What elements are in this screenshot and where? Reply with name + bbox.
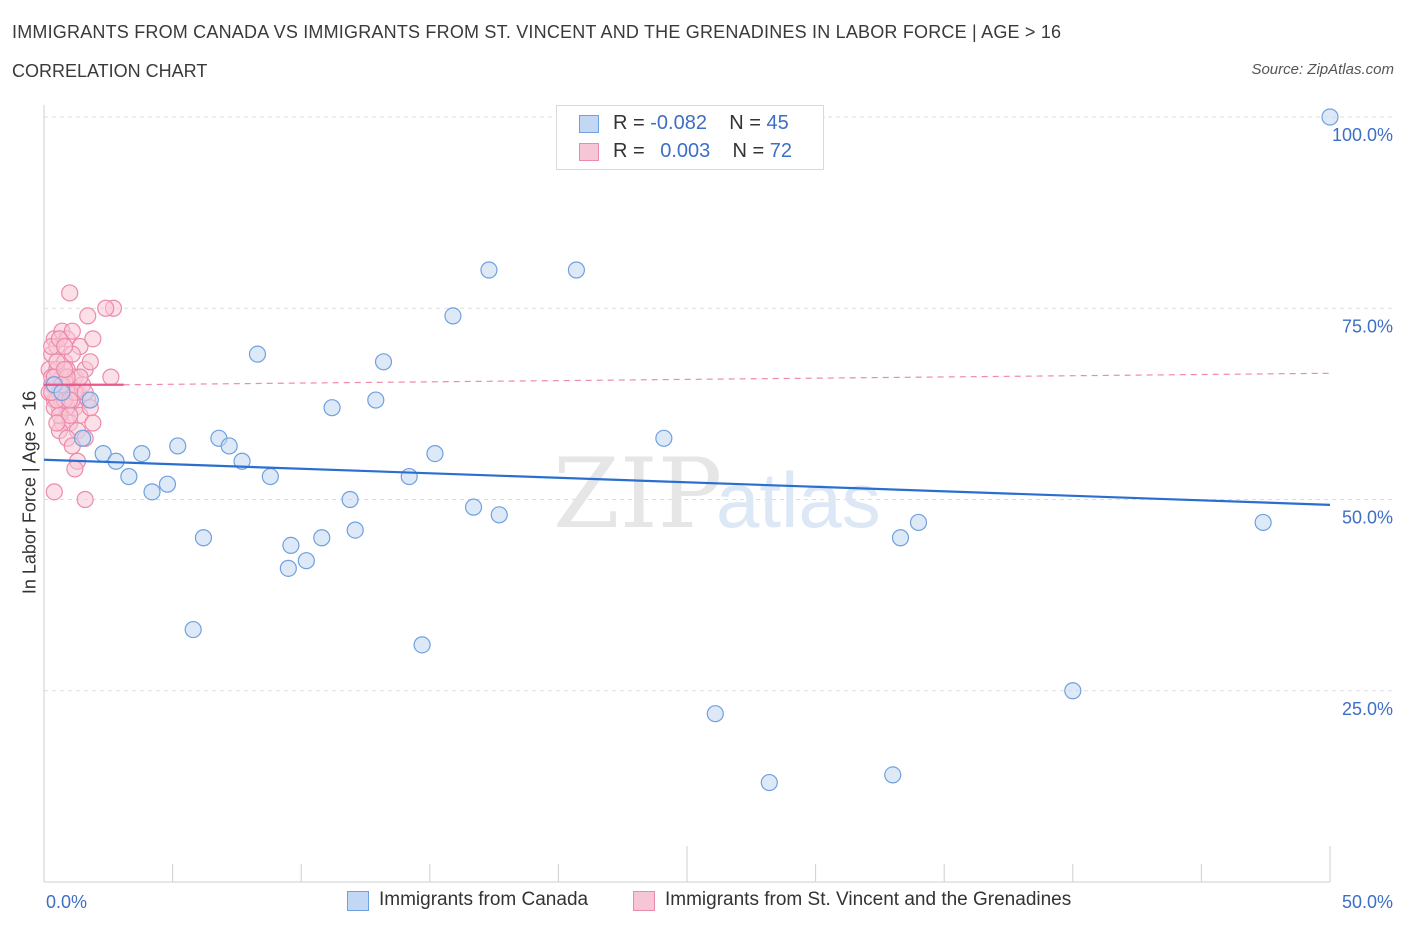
series-stvincent-points xyxy=(40,284,123,509)
point-canada xyxy=(567,261,586,279)
point-stvincent xyxy=(61,284,79,302)
point-stvincent xyxy=(84,330,102,348)
y-tick-label: 100.0% xyxy=(1332,125,1393,145)
point-canada xyxy=(53,383,71,401)
point-canada xyxy=(760,773,778,792)
trend-line-stvincent-dashed xyxy=(123,372,1331,386)
point-canada xyxy=(346,521,364,539)
point-canada xyxy=(143,483,161,501)
point-canada xyxy=(1321,108,1339,126)
point-stvincent xyxy=(55,337,74,356)
legend-n-value: 45 xyxy=(766,112,789,134)
bottom-legend-label-stvincent: Immigrants from St. Vincent and the Gren… xyxy=(665,889,1072,910)
legend-r-value: 0.003 xyxy=(660,140,711,162)
point-stvincent xyxy=(102,368,120,386)
point-canada xyxy=(891,529,910,547)
legend-n-label: N = xyxy=(729,112,761,134)
point-stvincent xyxy=(55,360,74,379)
bottom-legend-swatch-canada xyxy=(347,891,369,911)
point-canada xyxy=(367,391,385,409)
tick-labels: 100.0% 75.0% 50.0% 25.0% 0.0% 50.0% xyxy=(46,125,1393,912)
trend-line-canada xyxy=(43,458,1331,506)
bottom-legend-swatch-stvincent xyxy=(633,891,655,911)
point-canada xyxy=(279,559,297,577)
watermark-atlas: atlas xyxy=(716,456,881,544)
legend-n-label: N = xyxy=(732,140,765,162)
point-stvincent xyxy=(97,299,115,317)
legend-swatch-stvincent xyxy=(579,143,599,161)
chart-subtitle: CORRELATION CHART xyxy=(12,61,208,81)
point-canada xyxy=(706,705,724,723)
point-canada xyxy=(884,766,902,784)
source-credit: Source: ZipAtlas.com xyxy=(1251,61,1394,78)
x-tick-label-max: 50.0% xyxy=(1342,892,1393,912)
legend-n-value: 72 xyxy=(769,140,793,162)
point-canada xyxy=(297,552,315,570)
point-canada xyxy=(341,490,359,509)
point-stvincent xyxy=(48,414,66,432)
point-canada xyxy=(194,529,213,547)
y-axis-label: In Labor Force | Age > 16 xyxy=(19,390,40,595)
point-stvincent xyxy=(76,490,94,509)
point-canada xyxy=(426,445,444,463)
point-canada xyxy=(480,261,498,279)
bottom-legend-label-canada: Immigrants from Canada xyxy=(379,889,589,910)
point-canada xyxy=(133,445,151,463)
point-stvincent xyxy=(84,414,102,432)
point-canada xyxy=(490,506,508,524)
watermark-zip: ZIP xyxy=(553,438,722,550)
trend-lines xyxy=(43,372,1331,506)
point-canada xyxy=(400,467,418,486)
point-canada xyxy=(184,620,202,639)
point-canada xyxy=(374,353,393,371)
point-canada xyxy=(413,636,431,654)
y-tick-label: 75.0% xyxy=(1342,316,1393,336)
point-canada xyxy=(120,467,138,486)
point-canada xyxy=(220,437,238,455)
point-canada xyxy=(655,429,673,447)
point-canada xyxy=(158,475,177,493)
point-stvincent xyxy=(63,322,81,340)
point-canada xyxy=(323,399,341,417)
legend-r-value: -0.082 xyxy=(650,112,707,134)
correlation-legend: R = -0.082 N = 45 R = 0.003 N = 72 xyxy=(556,105,824,170)
point-canada xyxy=(464,498,483,516)
point-canada xyxy=(909,513,928,532)
axes xyxy=(43,105,1331,883)
point-canada xyxy=(169,437,187,455)
chart-title: IMMIGRANTS FROM CANADA VS IMMIGRANTS FRO… xyxy=(12,22,1062,42)
legend-r-label: R = xyxy=(613,112,645,134)
point-stvincent xyxy=(81,353,99,371)
point-canada xyxy=(248,345,267,363)
point-stvincent xyxy=(66,460,84,478)
point-canada xyxy=(73,429,92,447)
x-tick-label-min: 0.0% xyxy=(46,892,87,912)
point-canada xyxy=(261,467,279,486)
point-canada xyxy=(282,536,300,555)
legend-swatch-canada xyxy=(579,115,599,133)
point-canada xyxy=(233,452,251,470)
y-tick-label: 25.0% xyxy=(1342,699,1393,719)
point-canada xyxy=(1254,513,1272,532)
point-stvincent xyxy=(45,483,63,501)
point-canada xyxy=(81,391,99,409)
point-stvincent xyxy=(79,307,97,325)
y-tick-label: 50.0% xyxy=(1342,508,1393,528)
legend-r-label: R = xyxy=(613,140,645,162)
point-canada xyxy=(313,529,331,547)
grid-lines xyxy=(44,116,1392,692)
point-canada xyxy=(444,307,462,325)
point-canada xyxy=(1064,682,1082,700)
